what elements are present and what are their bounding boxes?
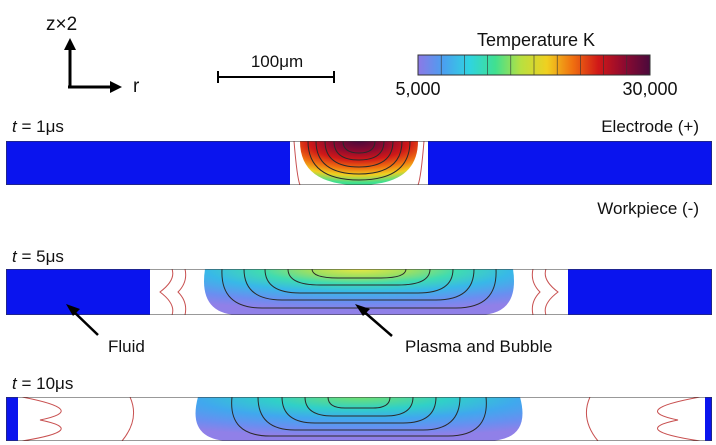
plasma-pointer-arrow — [361, 309, 393, 337]
colorbar-min-label: 5,000 — [395, 79, 440, 99]
panel-1-contour — [342, 141, 376, 154]
panel-3-contour — [257, 397, 461, 431]
scale-bar: 100μm — [217, 52, 335, 83]
panel-1-contour — [307, 141, 411, 181]
axis-z-arrowhead — [64, 38, 76, 50]
fluid-label: Fluid — [108, 337, 145, 356]
colorbar: Temperature K 5,000 30,000 — [395, 30, 677, 99]
panel-2-contour — [243, 269, 475, 301]
panel-3-plasma — [195, 397, 523, 441]
panel-2-contour — [311, 269, 407, 279]
panel-3-fluid-right — [705, 397, 712, 441]
panel-2-outer-contour — [531, 269, 541, 315]
panel-3-contour — [231, 397, 487, 437]
axis-r-label: r — [133, 76, 140, 97]
plasma-label: Plasma and Bubble — [405, 337, 552, 356]
panel-3-fluid-left — [6, 397, 18, 441]
fluid-annotation: Fluid — [66, 304, 145, 356]
colorbar-ticks — [440, 55, 628, 75]
panel-2-time-value: = 5μs — [17, 247, 64, 266]
panel-2-outer-contour — [544, 269, 559, 315]
fluid-pointer-arrow — [71, 309, 99, 336]
colorbar-title: Temperature K — [477, 30, 595, 50]
panel-2-contour — [264, 269, 454, 294]
plasma-pointer-arrowhead — [355, 304, 370, 316]
panel-2-plasma — [204, 269, 514, 315]
panel-1-time-label: t = 1μs — [12, 117, 64, 136]
panel-3-outer-contour — [121, 397, 135, 441]
panel-1-contour — [315, 141, 403, 175]
panel-3-outer-contour — [21, 397, 62, 441]
axis-z-label: z×2 — [46, 14, 77, 35]
panel-3-contour — [327, 397, 391, 409]
panel-2-time-label: t = 5μs — [12, 247, 64, 266]
panel-1-outer-contour — [417, 141, 425, 185]
panel-3-domain — [6, 397, 712, 441]
fluid-pointer-arrowhead — [66, 304, 80, 316]
axis-r-arrowhead — [110, 81, 122, 93]
electrode-label: Electrode (+) — [601, 117, 699, 136]
panel-3-time-value: = 10μs — [17, 374, 74, 393]
panel-1-plasma — [300, 141, 418, 185]
colorbar-max-label: 30,000 — [622, 79, 677, 99]
panel-3-outer-contour — [657, 397, 701, 441]
workpiece-label: Workpiece (-) — [597, 199, 699, 218]
plasma-annotation: Plasma and Bubble — [355, 304, 552, 356]
panel-2-contour — [287, 269, 431, 286]
panel-1-domain — [6, 141, 712, 185]
panel-1-contour — [333, 141, 385, 161]
panel-1-contour — [324, 141, 394, 168]
panel-2-outer-contour — [159, 269, 174, 315]
scale-bar-label: 100μm — [251, 52, 303, 71]
panel-3-time-prefix: t — [12, 374, 18, 393]
panel-2-domain — [6, 269, 712, 315]
panel-3-contour — [304, 397, 414, 417]
panel-1-time-prefix: t — [12, 117, 18, 136]
panel-2-time-prefix: t — [12, 247, 18, 266]
axes-indicator: z×2 r — [46, 14, 140, 97]
panel-3-time-label: t = 10μs — [12, 374, 73, 393]
panel-3-outer-contour — [585, 397, 599, 441]
panel-1-outer-contour — [293, 141, 301, 185]
panel-1-time-value: = 1μs — [17, 117, 64, 136]
panel-2-outer-contour — [177, 269, 187, 315]
panel-3-contour — [281, 397, 437, 424]
